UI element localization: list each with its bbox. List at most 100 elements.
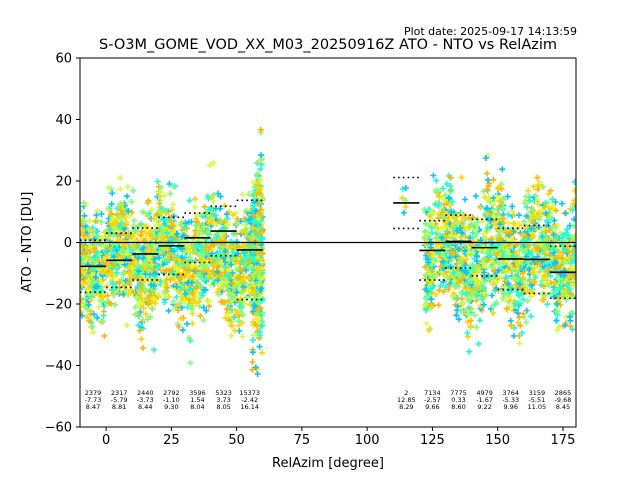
scatter-point [258,152,264,159]
scatter-point [221,219,228,226]
scatter-point [226,291,233,298]
scatter-point [131,217,138,224]
scatter-point [142,223,149,229]
scatter-point [141,259,148,266]
scatter-point [163,258,170,265]
scatter-point [544,301,551,308]
scatter-point [466,348,473,355]
scatter-point [98,218,105,225]
scatter-point [251,194,258,201]
scatter-point [471,312,478,319]
scatter-point [563,294,570,301]
scatter-point [100,259,107,266]
x-tick-label: 0 [102,433,110,448]
scatter-point [138,232,145,239]
scatter-point [123,322,130,329]
scatter-point [155,254,162,261]
scatter-point [146,229,153,236]
scatter-point [541,262,548,269]
scatter-point [104,283,110,290]
bin-std-label: 9.96 [503,403,517,411]
scatter-point [124,288,130,295]
scatter-point [515,319,522,326]
scatter-point [108,210,115,217]
scatter-point [430,172,437,179]
scatter-point [436,287,443,294]
bin-std-label: 11.05 [528,403,547,411]
scatter-point [250,235,257,242]
scatter-point [118,207,124,214]
scatter-point [210,211,217,218]
scatter-point [199,290,206,297]
scatter-point [157,230,164,237]
scatter-point [186,286,193,293]
scatter-point [238,228,245,235]
x-tick-label: 25 [163,433,180,448]
scatter-point [152,278,159,284]
scatter-point [171,275,178,282]
scatter-point [547,273,554,280]
scatter-point [240,259,246,265]
scatter-point [163,209,170,216]
scatter-point [454,307,461,314]
scatter-point [228,261,235,268]
scatter-point [229,280,236,287]
scatter-point [516,340,523,347]
scatter-point [220,233,227,240]
scatter-point [210,259,217,266]
scatter-point [249,225,256,232]
scatter-point [228,332,235,339]
scatter-point [179,254,186,261]
scatter-point [223,279,230,286]
scatter-point [107,270,114,276]
scatter-point [115,252,121,259]
scatter-point [183,261,190,268]
scatter-point [234,275,241,282]
bin-std-label: 9.66 [425,403,439,411]
scatter-point [92,254,99,261]
scatter-point [92,274,99,281]
scatter-point [464,330,471,336]
scatter-point [142,311,149,318]
scatter-point [98,287,105,294]
scatter-point [467,324,474,331]
scatter-point [163,229,170,236]
scatter-point [422,263,429,270]
scatter-point [149,305,155,312]
scatter-point [80,249,86,256]
scatter-point [490,176,497,183]
scatter-point [84,253,91,260]
scatter-point [462,196,469,203]
scatter-point [511,324,518,331]
scatter-point [257,329,264,335]
scatter-point [489,292,495,299]
scatter-point [179,272,186,279]
scatter-point [101,332,108,339]
x-tick-label: 150 [485,433,510,448]
scatter-point [179,233,185,240]
scatter-point [125,279,132,286]
scatter-point [249,337,256,344]
scatter-point [520,296,527,303]
scatter-point [97,279,104,286]
scatter-point [257,206,264,213]
scatter-point [135,322,142,329]
scatter-point [119,201,126,208]
scatter-point [175,323,182,330]
scatter-point [249,285,256,292]
scatter-point [129,234,136,240]
scatter-point [168,206,175,213]
scatter-point [90,258,97,265]
scatter-point [80,218,87,225]
scatter-point [458,174,465,181]
scatter-point [257,177,264,184]
scatter-point [173,231,180,238]
scatter-point [178,294,185,300]
scatter-point [221,202,228,209]
scatter-point [98,298,105,305]
scatter-point [86,217,93,224]
scatter-point [129,247,135,254]
scatter-point [152,300,159,307]
scatter-point [254,271,261,278]
scatter-point [102,247,109,254]
